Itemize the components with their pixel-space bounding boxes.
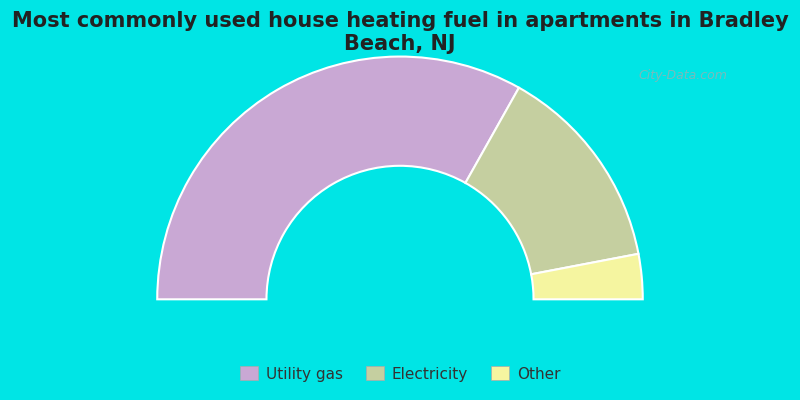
Text: City-Data.com: City-Data.com xyxy=(639,69,728,82)
Wedge shape xyxy=(158,56,519,299)
Wedge shape xyxy=(531,254,642,299)
Wedge shape xyxy=(466,88,638,274)
Legend: Utility gas, Electricity, Other: Utility gas, Electricity, Other xyxy=(234,360,566,388)
Text: Most commonly used house heating fuel in apartments in Bradley Beach, NJ: Most commonly used house heating fuel in… xyxy=(12,11,788,54)
